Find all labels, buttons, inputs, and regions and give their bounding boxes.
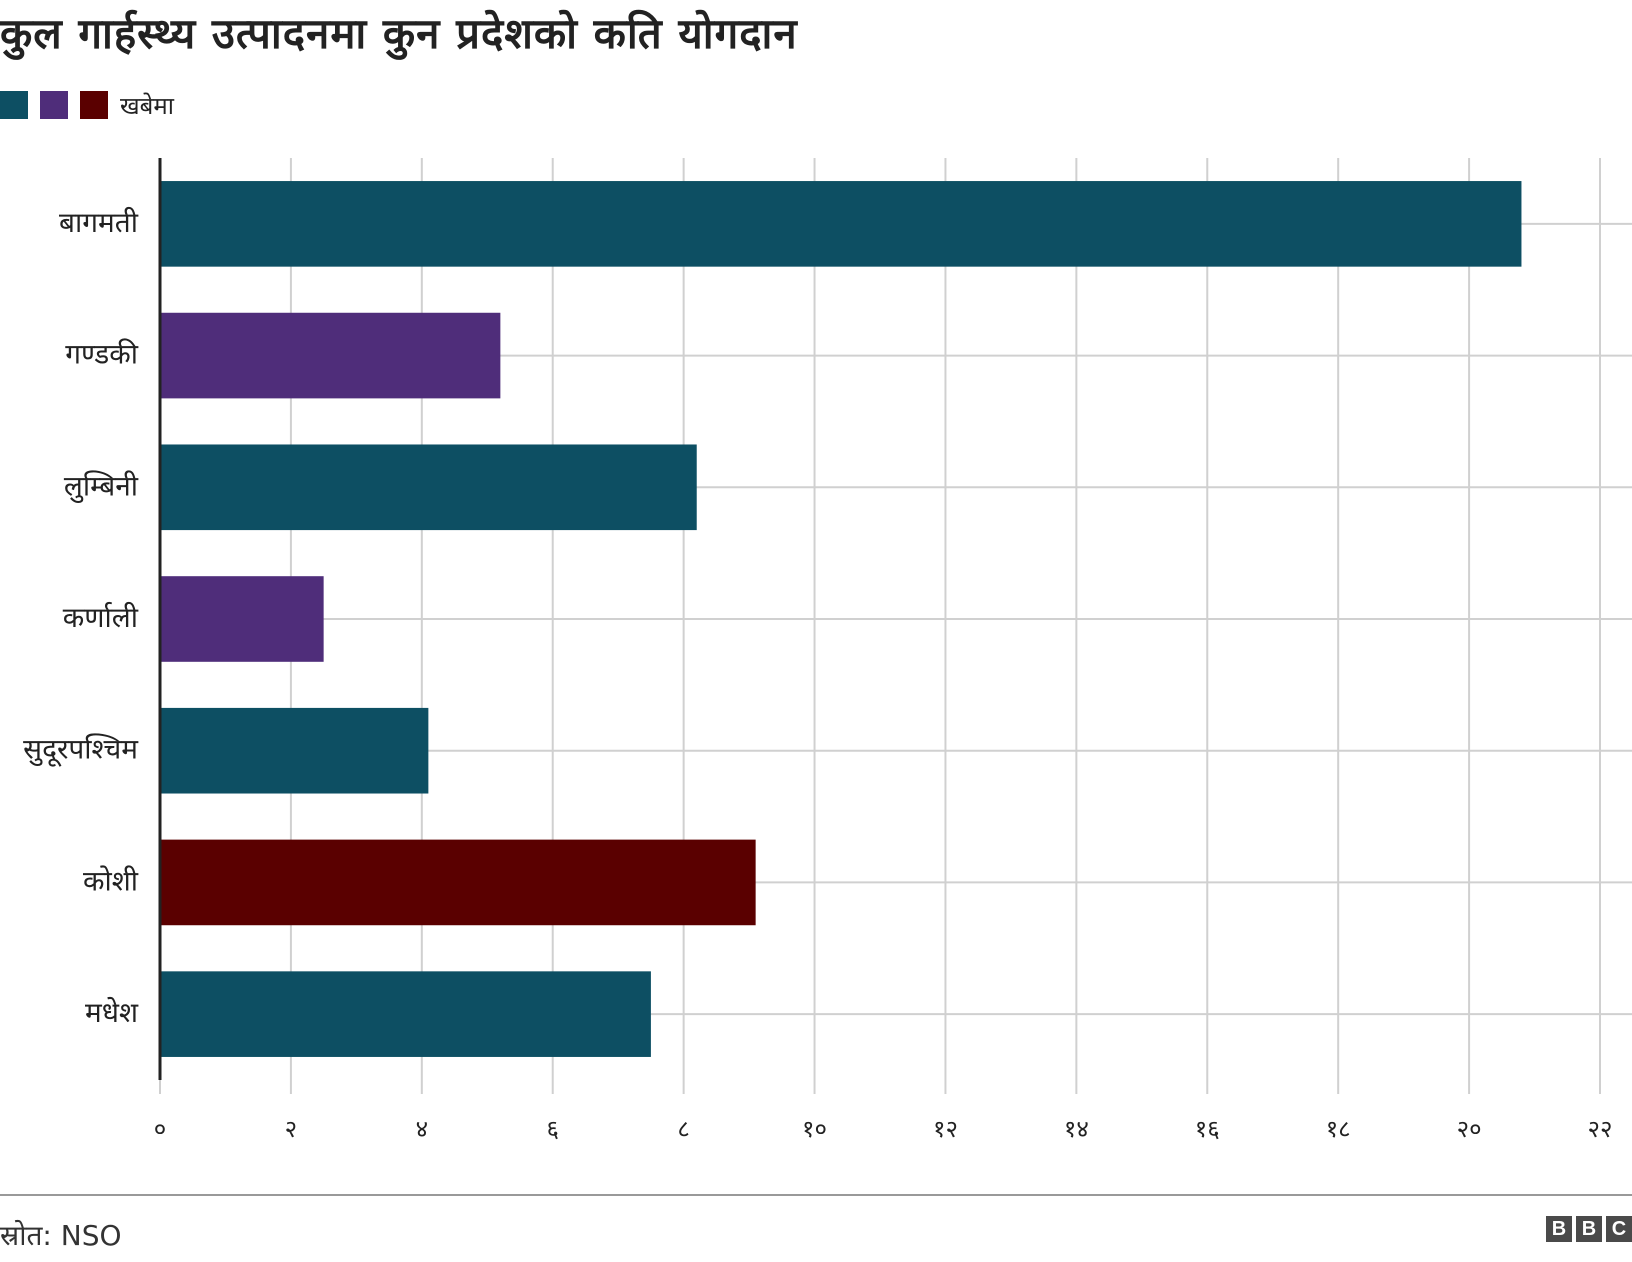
chart-title: कुल गार्हस्थ्य उत्पादनमा कुन प्रदेशको कत… — [0, 9, 798, 58]
category-label: लुम्बिनी — [64, 469, 139, 503]
legend-swatch-teal — [0, 91, 28, 119]
category-label: कर्णाली — [63, 601, 139, 634]
bar — [160, 839, 756, 926]
bbc-logo: B B C — [1542, 1216, 1632, 1242]
x-tick-label: ४ — [416, 1115, 428, 1143]
category-label: कोशी — [83, 864, 139, 897]
x-tick-label: १२ — [933, 1115, 958, 1143]
x-tick-label: ८ — [677, 1115, 689, 1143]
legend-swatch-purple — [40, 91, 68, 119]
x-tick-label: ६ — [546, 1115, 558, 1143]
x-tick-label: १० — [802, 1115, 827, 1143]
bar-chart: बागमती गण्डकी लुम्बिनी कर्णाली सुदूरपश्चिम को… — [23, 158, 1632, 1143]
legend-label: खबेमा — [120, 91, 174, 120]
category-label: गण्डकी — [65, 338, 139, 371]
x-tick-label: २० — [1457, 1115, 1482, 1143]
source-note: स्रोत: NSO — [0, 1219, 122, 1252]
bar — [160, 707, 429, 794]
bar — [160, 971, 651, 1057]
category-label: बागमती — [59, 206, 139, 239]
footer-divider — [0, 1194, 1632, 1196]
category-label: सुदूरपश्चिम — [23, 733, 139, 768]
x-tick-label: २२ — [1588, 1115, 1613, 1143]
x-tick-label: १८ — [1326, 1115, 1351, 1143]
bar — [160, 576, 324, 662]
x-tick-label: १६ — [1195, 1115, 1220, 1143]
legend: खबेमा — [0, 90, 174, 120]
bar — [160, 444, 697, 531]
bbc-logo-letter: B — [1576, 1216, 1602, 1242]
bbc-logo-letter: C — [1606, 1216, 1632, 1242]
category-label: मधेश — [85, 996, 139, 1029]
x-tick-label: ० — [154, 1115, 166, 1143]
bbc-logo-letter: B — [1546, 1216, 1572, 1242]
x-tick-label: २ — [285, 1115, 297, 1143]
x-tick-label: १४ — [1064, 1115, 1089, 1143]
bar — [160, 181, 1522, 267]
legend-swatch-maroon — [80, 91, 108, 119]
bar — [160, 312, 501, 399]
